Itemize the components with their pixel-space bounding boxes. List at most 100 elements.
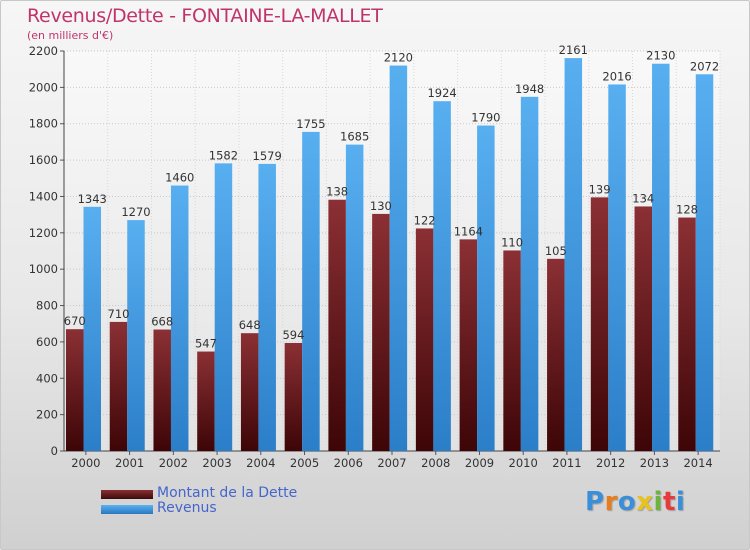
- data-label-dette: 668: [151, 315, 173, 329]
- data-label-dette: 1164: [454, 224, 483, 238]
- bar-dette: [153, 329, 171, 451]
- bar-dette: [503, 250, 521, 451]
- data-label-revenus: 2161: [559, 43, 588, 57]
- x-tick-label: 2012: [596, 456, 625, 470]
- bar-dette: [415, 228, 434, 451]
- proxiti-logo: Proxiti: [585, 487, 685, 517]
- data-label-revenus: 1685: [340, 130, 369, 144]
- data-label-dette: 710: [108, 307, 130, 321]
- logo-letter: o: [617, 487, 637, 517]
- bar-dette: [197, 351, 215, 451]
- data-label-revenus: 1924: [427, 86, 456, 100]
- data-label-dette: 138: [326, 185, 348, 199]
- bar-dette: [109, 321, 128, 451]
- data-label-revenus: 2120: [384, 51, 413, 65]
- chart-subtitle: (en milliers d'€): [27, 29, 114, 42]
- bar-revenus: [214, 163, 233, 451]
- data-label-revenus: 1460: [165, 171, 194, 185]
- x-tick-label: 2002: [159, 456, 188, 470]
- data-label-revenus: 1270: [121, 205, 150, 219]
- bar-dette: [284, 343, 303, 451]
- data-label-dette: 648: [239, 318, 261, 332]
- bar-revenus: [127, 220, 145, 451]
- logo-letter: i: [653, 487, 663, 517]
- y-tick-label: 1200: [29, 226, 58, 240]
- y-tick-label: 2000: [29, 80, 58, 94]
- x-tick-label: 2011: [552, 456, 581, 470]
- data-label-dette: 139: [589, 182, 611, 196]
- data-label-revenus: 2016: [602, 69, 631, 83]
- y-tick-label: 0: [51, 444, 58, 458]
- data-label-revenus: 2072: [690, 59, 719, 73]
- y-tick-label: 400: [36, 371, 58, 385]
- legend-item-dette: Montant de la Dette: [101, 485, 361, 501]
- logo-letter: r: [604, 487, 618, 517]
- logo-letter: t: [662, 487, 676, 517]
- data-label-revenus: 1343: [78, 192, 107, 206]
- data-label-revenus: 1755: [296, 117, 325, 131]
- bar-dette: [590, 197, 609, 451]
- y-tick-label: 1800: [29, 117, 58, 131]
- data-label-dette: 547: [195, 337, 217, 351]
- bar-revenus: [520, 96, 539, 452]
- x-tick-label: 2001: [115, 456, 144, 470]
- bar-dette: [372, 213, 390, 451]
- bar-revenus: [564, 58, 583, 451]
- data-label-revenus: 1790: [471, 111, 500, 125]
- bar-revenus: [652, 63, 670, 452]
- y-tick-label: 800: [36, 299, 58, 313]
- bar-revenus: [389, 65, 408, 451]
- bar-revenus: [83, 206, 101, 451]
- chart-title: Revenus/Dette - FONTAINE-LA-MALLET: [27, 5, 383, 27]
- data-label-revenus: 2130: [646, 49, 675, 63]
- data-label-revenus: 1579: [253, 149, 282, 163]
- data-label-dette: 105: [545, 244, 567, 258]
- data-label-dette: 670: [64, 314, 86, 328]
- bar-dette: [547, 258, 565, 451]
- data-label-dette: 110: [501, 235, 523, 249]
- y-tick-label: 1600: [29, 153, 58, 167]
- bar-dette: [634, 206, 653, 451]
- x-tick-label: 2006: [334, 456, 363, 470]
- bar-dette: [240, 333, 259, 451]
- logo-letter: i: [675, 487, 686, 517]
- y-tick-label: 2200: [29, 44, 58, 58]
- legend-label-dette: Montant de la Dette: [157, 485, 298, 501]
- data-label-dette: 130: [370, 199, 392, 213]
- logo-letter: P: [585, 487, 605, 517]
- y-tick-label: 1000: [29, 262, 58, 276]
- x-tick-label: 2014: [683, 456, 712, 470]
- x-tick-label: 2004: [246, 456, 275, 470]
- y-tick-label: 200: [36, 408, 58, 422]
- bar-dette: [328, 199, 346, 451]
- data-label-dette: 122: [414, 213, 436, 227]
- x-tick-label: 2010: [509, 456, 538, 470]
- data-label-revenus: 1582: [209, 148, 238, 162]
- data-label-dette: 134: [632, 191, 654, 205]
- bar-revenus: [608, 84, 626, 452]
- bar-revenus: [477, 125, 495, 451]
- x-tick-label: 2007: [377, 456, 406, 470]
- bar-dette: [678, 217, 696, 451]
- x-tick-label: 2008: [421, 456, 450, 470]
- bar-revenus: [433, 101, 451, 451]
- logo-letter: x: [636, 487, 654, 517]
- x-tick-label: 2000: [71, 456, 100, 470]
- data-label-dette: 128: [676, 203, 698, 217]
- bar-revenus: [695, 74, 714, 451]
- x-tick-label: 2005: [290, 456, 319, 470]
- bar-dette: [459, 239, 478, 451]
- legend-swatch-dette: [101, 490, 153, 499]
- bar-revenus: [345, 144, 364, 452]
- bar-revenus: [170, 185, 189, 451]
- legend-swatch-revenus: [101, 505, 153, 514]
- x-tick-label: 2009: [465, 456, 494, 470]
- x-tick-label: 2013: [640, 456, 669, 470]
- y-tick-label: 600: [36, 335, 58, 349]
- bar-dette: [66, 329, 84, 451]
- bar-revenus: [258, 163, 276, 451]
- legend-label-revenus: Revenus: [157, 500, 217, 516]
- legend-item-revenus: Revenus: [101, 500, 361, 516]
